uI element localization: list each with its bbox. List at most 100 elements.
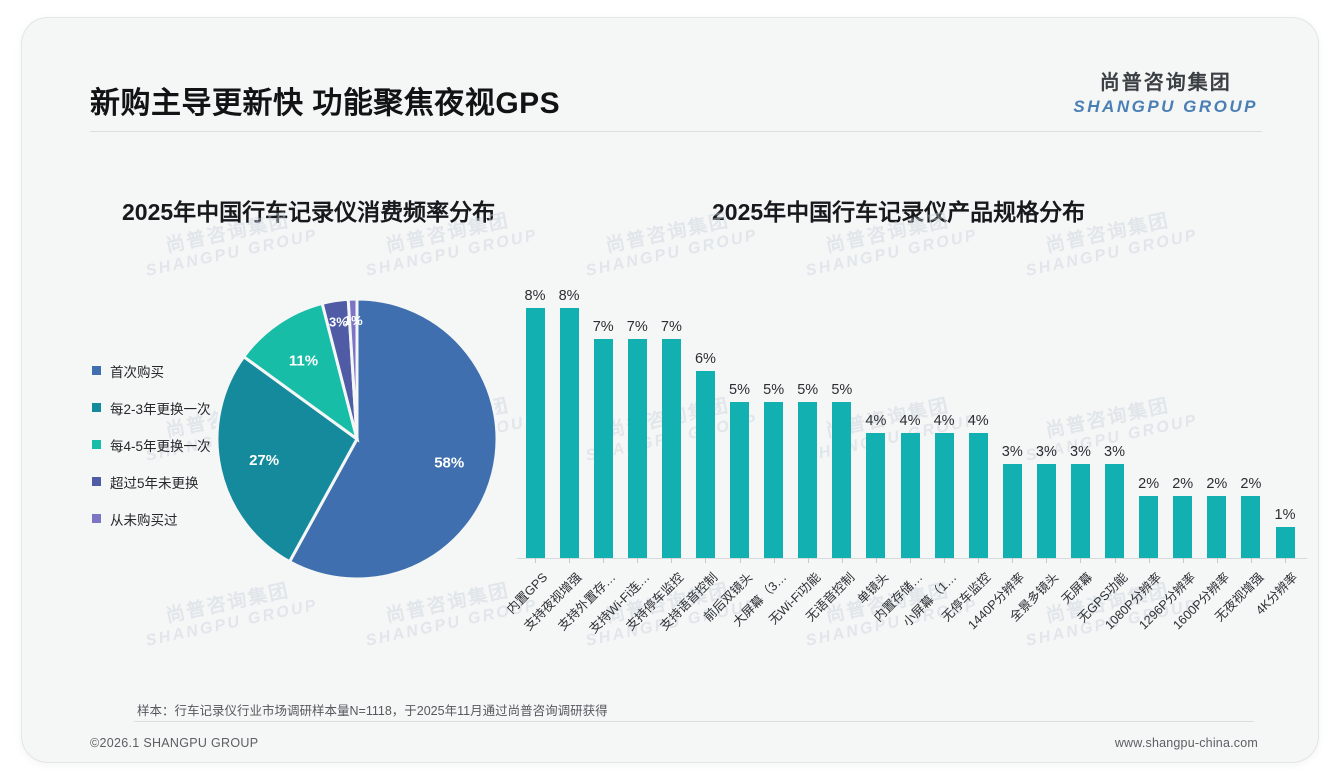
- pie-legend: 首次购买每2-3年更换一次 每4-5年更换一次超过5年未更换从未购买过: [92, 352, 242, 537]
- bar-rect[interactable]: [1275, 526, 1295, 558]
- legend-item[interactable]: 每2-3年更换一次: [92, 389, 242, 426]
- axis-tick: [875, 558, 877, 563]
- pie-slice[interactable]: [241, 301, 360, 443]
- bar-rect[interactable]: [1070, 464, 1090, 558]
- bar-column[interactable]: 4%: [933, 276, 955, 558]
- bar-rect[interactable]: [593, 339, 613, 558]
- bar-value-label: 4%: [967, 413, 989, 429]
- bar-column[interactable]: 8%: [559, 276, 580, 558]
- bar-column[interactable]: 4%: [865, 276, 887, 558]
- legend-item-label: 从未购买过: [110, 512, 178, 528]
- bar-column[interactable]: 4%: [967, 276, 989, 558]
- bar-value-label: 7%: [592, 319, 614, 336]
- bar-value-label: 3%: [1104, 444, 1126, 461]
- bar-column[interactable]: 1%: [1275, 276, 1295, 558]
- axis-tick: [944, 558, 946, 563]
- bar-chart: 8% 8% 7% 7% 7% 6% 5% 5% 5% 5% 4% 4% 4% 4% 3% 3% 3% 3% 2% 2%…: [502, 268, 1307, 668]
- bar-rect[interactable]: [1105, 464, 1125, 558]
- bar-rect[interactable]: [525, 308, 545, 558]
- bar-value-label: 5%: [797, 381, 819, 398]
- legend-item[interactable]: 从未购买过: [92, 500, 242, 537]
- pie-chart-title: 2025年中国行车记录仪消费频率分布: [122, 199, 496, 225]
- bar-column[interactable]: 3%: [1070, 276, 1091, 558]
- website-link[interactable]: www.shangpu-china.com: [1114, 736, 1258, 750]
- bar-rect[interactable]: [730, 401, 750, 558]
- logo-chinese-text: 尚普咨询集团: [1099, 72, 1232, 94]
- pie-slice-value-label: 27%: [249, 452, 279, 469]
- pie-slice-value-label: 11%: [289, 352, 318, 369]
- bar-column[interactable]: 5%: [729, 276, 751, 558]
- bar-rect[interactable]: [695, 370, 715, 558]
- axis-tick: [739, 558, 741, 563]
- sample-note: 样本：行车记录仪行业市场调研样本量N=1118，于2025年11月通过尚普咨询调…: [137, 704, 608, 718]
- bar-rect[interactable]: [798, 401, 818, 558]
- axis-tick: [671, 558, 673, 563]
- bar-column[interactable]: 2%: [1240, 276, 1261, 558]
- bar-rect[interactable]: [1002, 464, 1022, 558]
- brand-logo: 尚普咨询集团 SHANGPU GROUP: [1073, 73, 1258, 115]
- bar-column[interactable]: 2%: [1172, 276, 1193, 558]
- bar-column[interactable]: 5%: [831, 276, 852, 558]
- axis-tick: [1080, 558, 1082, 563]
- pie-slice[interactable]: [215, 354, 359, 564]
- bar-rect[interactable]: [1139, 495, 1159, 558]
- pie-slice[interactable]: [346, 297, 359, 440]
- bar-value-label: 5%: [729, 381, 751, 398]
- bar-rect[interactable]: [661, 339, 681, 558]
- bar-rect[interactable]: [832, 401, 852, 558]
- bar-column[interactable]: 3%: [1036, 276, 1057, 558]
- bar-rect[interactable]: [900, 433, 920, 558]
- bar-column[interactable]: 5%: [797, 276, 819, 558]
- bar-column[interactable]: 7%: [660, 276, 682, 558]
- axis-tick: [978, 558, 980, 563]
- axis-tick: [1012, 558, 1014, 563]
- bar-value-label: 3%: [1001, 444, 1023, 461]
- bar-rect[interactable]: [1241, 495, 1261, 558]
- axis-tick: [910, 558, 911, 563]
- bar-rect[interactable]: [934, 433, 954, 558]
- bar-column[interactable]: 4%: [900, 276, 920, 558]
- bar-rect[interactable]: [764, 401, 784, 558]
- bar-rect[interactable]: [1036, 464, 1056, 558]
- bar-value-label: 4%: [933, 413, 955, 429]
- pie-chart-svg: 58% 27% 11% 3%1%: [215, 297, 499, 581]
- bar-column[interactable]: 8%: [525, 276, 545, 558]
- footer-divider: [134, 721, 1254, 722]
- legend-item-label: 每4-5年更换一次: [110, 438, 211, 454]
- bar-value-label: 7%: [660, 319, 682, 336]
- bar-column[interactable]: 5%: [763, 276, 785, 558]
- bar-value-label: 2%: [1138, 475, 1160, 492]
- axis-tick: [1216, 558, 1218, 563]
- bar-value-label: 5%: [763, 381, 785, 398]
- bar-column[interactable]: 7%: [592, 276, 614, 558]
- bar-value-label: 4%: [865, 413, 887, 429]
- bar-rect[interactable]: [866, 433, 886, 558]
- bar-value-label: 6%: [694, 350, 716, 367]
- axis-tick: [1046, 558, 1048, 563]
- bar-column[interactable]: 2%: [1138, 276, 1160, 558]
- pie-slice-value-label: 3%: [329, 314, 348, 329]
- legend-item[interactable]: 超过5年未更换: [92, 463, 242, 500]
- bar-column[interactable]: 7%: [627, 276, 648, 558]
- copyright-text: ©2026.1 SHANGPU GROUP: [90, 736, 259, 750]
- bar-column[interactable]: 6%: [694, 276, 716, 558]
- axis-tick: [535, 558, 536, 563]
- bar-column[interactable]: 2%: [1206, 276, 1228, 558]
- bar-value-label: 2%: [1206, 475, 1228, 492]
- bar-rect[interactable]: [559, 308, 579, 558]
- page-title: 新购主导更新快 功能聚焦夜视GPS: [90, 87, 561, 120]
- legend-item[interactable]: 每4-5年更换一次: [92, 426, 242, 463]
- bar-rect[interactable]: [1173, 495, 1193, 558]
- legend-item[interactable]: 首次购买: [92, 352, 242, 389]
- pie-slice[interactable]: [287, 297, 499, 581]
- bar-axis-line: [517, 558, 1307, 559]
- bar-rect[interactable]: [627, 339, 647, 558]
- bar-rect[interactable]: [1207, 495, 1227, 558]
- axis-tick: [1250, 558, 1252, 563]
- legend-item-label: 每2-3年更换一次: [110, 401, 211, 417]
- bar-column[interactable]: 3%: [1104, 276, 1126, 558]
- bar-rect[interactable]: [968, 433, 988, 558]
- axis-tick: [569, 558, 571, 563]
- bar-column[interactable]: 3%: [1001, 276, 1023, 558]
